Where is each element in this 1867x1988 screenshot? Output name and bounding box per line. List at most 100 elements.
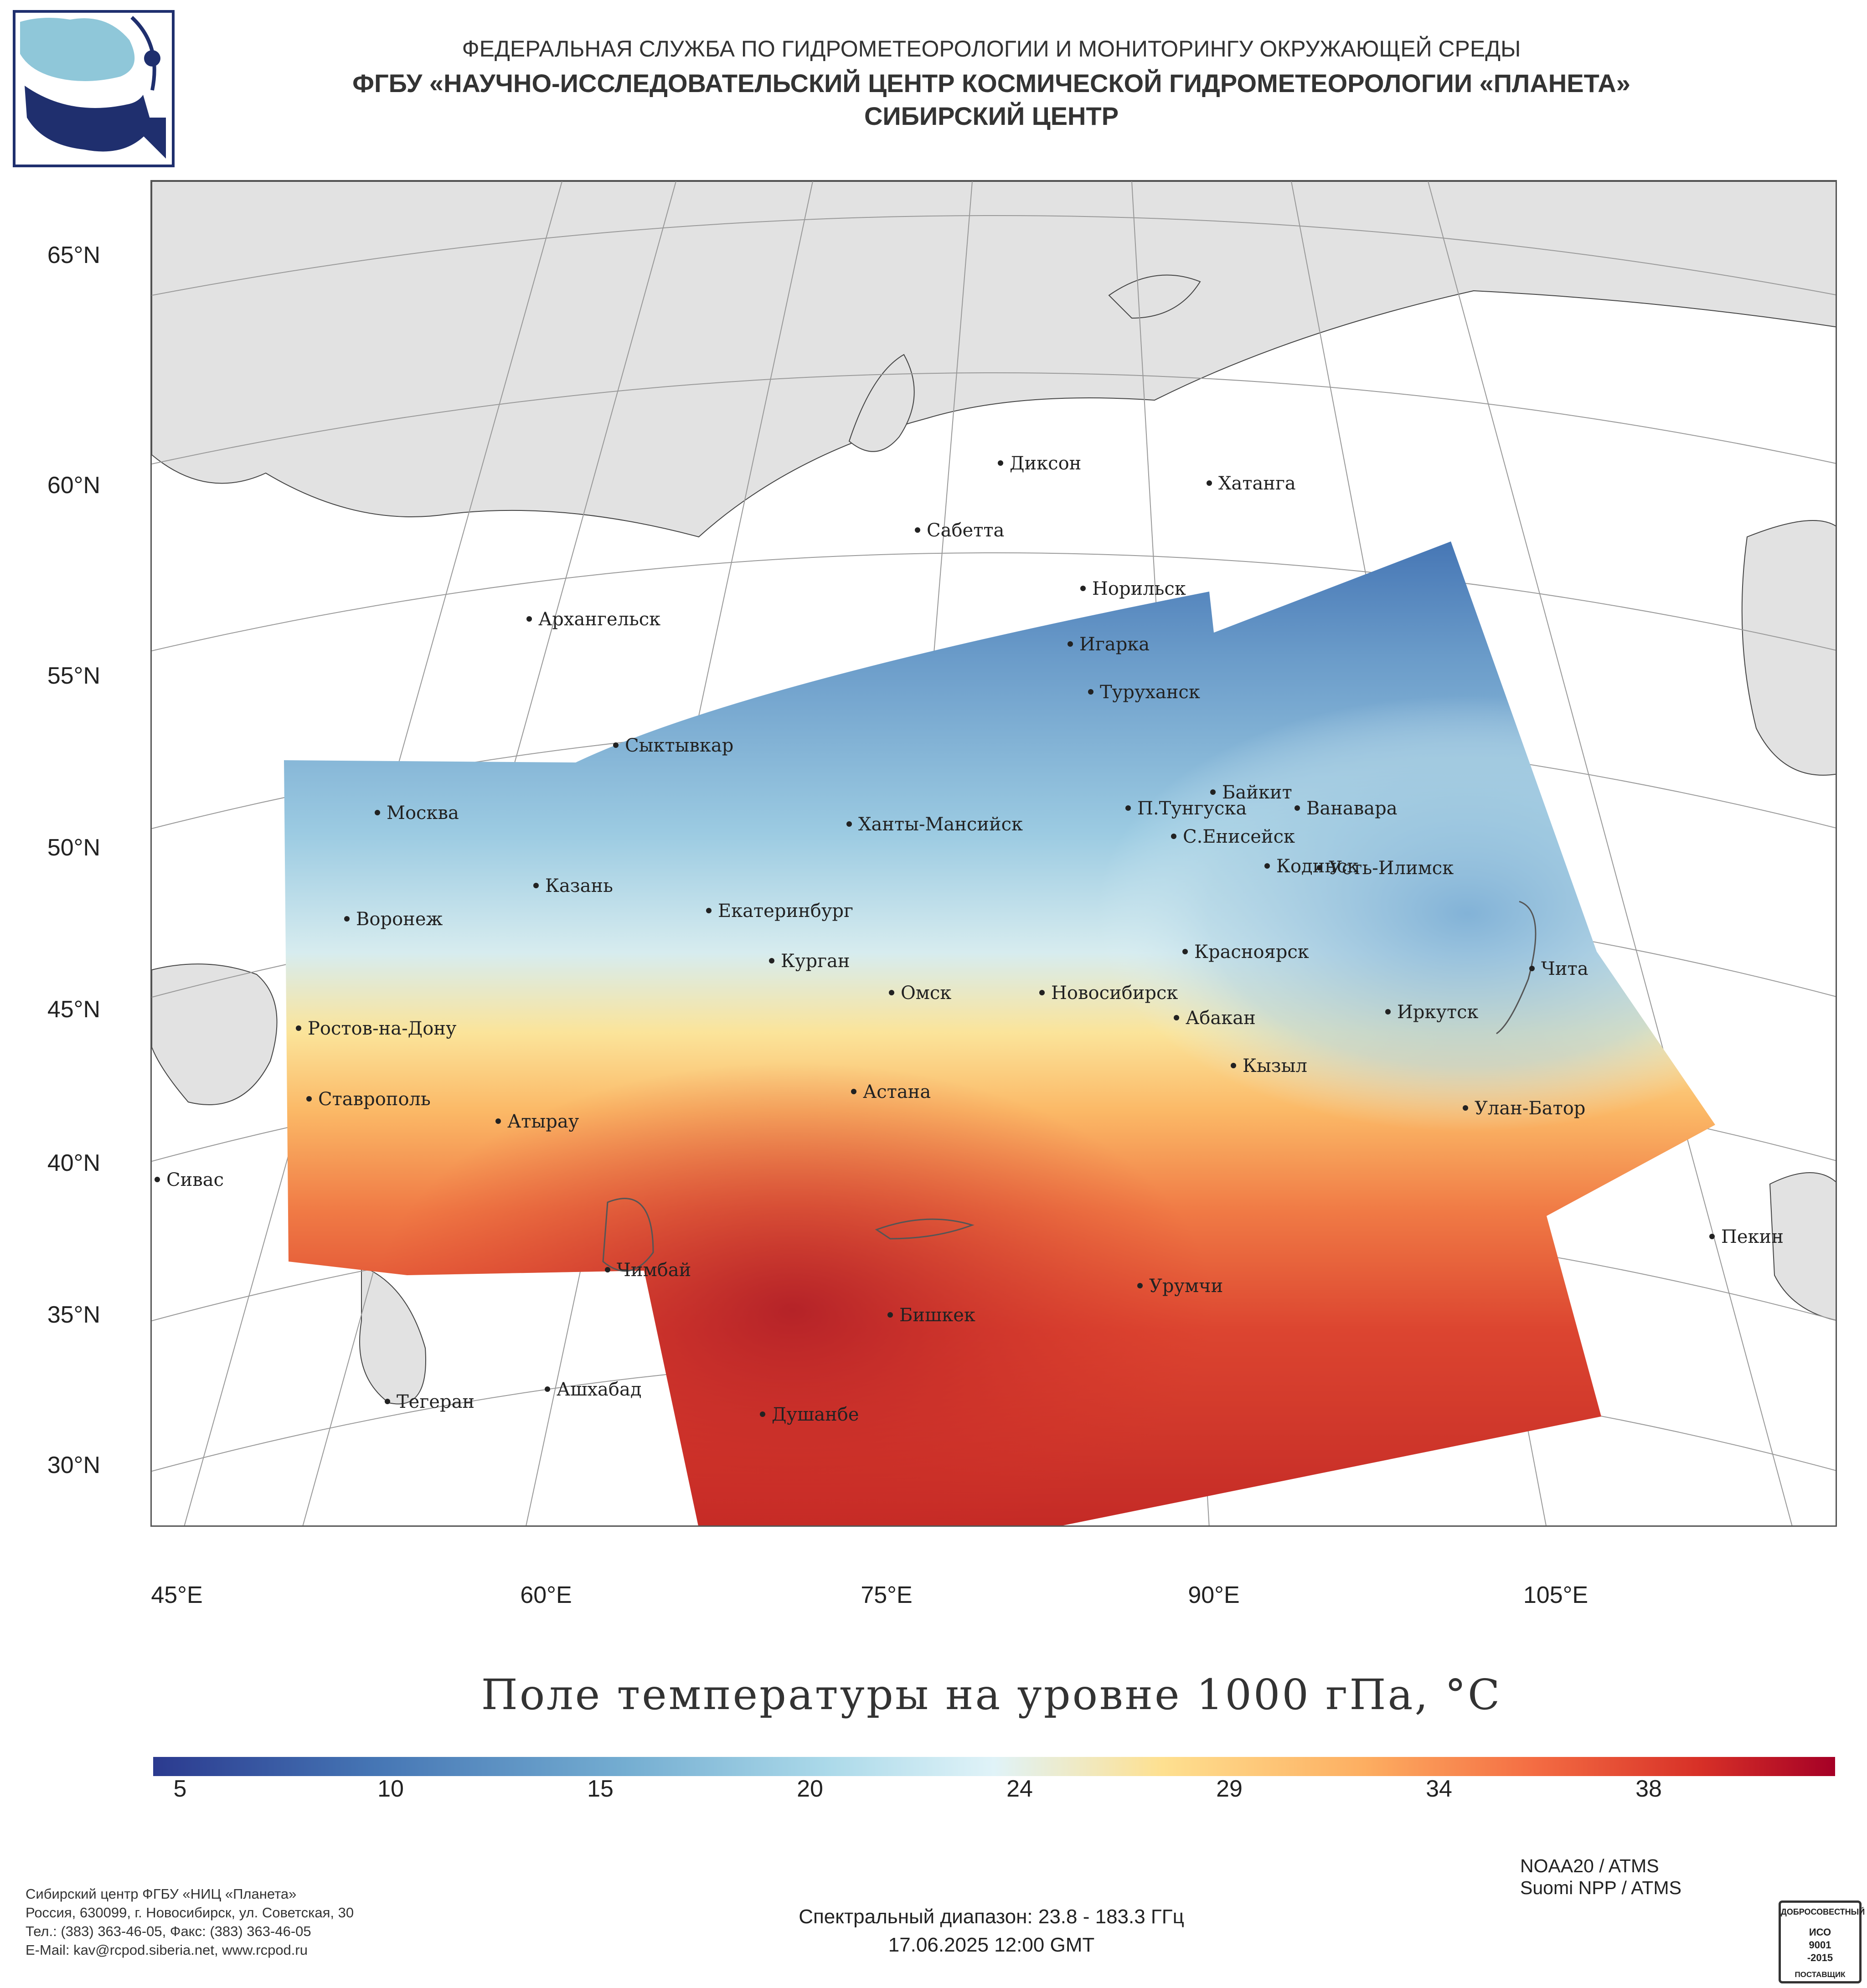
svg-text:Норильск: Норильск xyxy=(1092,578,1186,599)
svg-text:Урумчи: Урумчи xyxy=(1149,1276,1223,1297)
lon-label-90: 90°E xyxy=(1188,1582,1240,1608)
lat-label-35: 35°N xyxy=(47,1302,100,1328)
svg-text:Курган: Курган xyxy=(781,951,850,972)
org-line-2: ФГБУ «НАУЧНО-ИССЛЕДОВАТЕЛЬСКИЙ ЦЕНТР КОС… xyxy=(352,69,1630,98)
svg-text:Ростов-на-Дону: Ростов-на-Дону xyxy=(308,1018,457,1039)
map-title: Поле температуры на уровне 1000 гПа, °C xyxy=(481,1670,1502,1719)
city-ust-ilimsk: Усть-Илимск xyxy=(1317,858,1454,879)
svg-text:Омск: Омск xyxy=(901,983,951,1004)
colorbar-tick-15: 15 xyxy=(587,1776,614,1802)
map-canvas: Диксон Хатанга Сабетта Норильск Архангел… xyxy=(152,181,1836,1525)
sensor-info: NOAA20 / ATMS Suomi NPP / ATMS xyxy=(1520,1855,1681,1899)
city-atyrau: Атырау xyxy=(495,1111,579,1132)
colorbar-tick-34: 34 xyxy=(1426,1776,1452,1802)
colorbar-tick-20: 20 xyxy=(797,1776,823,1802)
city-yekaterinburg: Екатеринбург xyxy=(706,901,853,922)
sensor-2: Suomi NPP / ATMS xyxy=(1520,1877,1681,1898)
city-markers: Диксон Хатанга Сабетта Норильск Архангел… xyxy=(155,453,1784,1425)
city-stavropol: Ставрополь xyxy=(306,1089,431,1110)
colorbar-tick-29: 29 xyxy=(1216,1776,1243,1802)
spectral-range: Спектральный диапазон: 23.8 - 183.3 ГГц xyxy=(799,1906,1184,1928)
svg-text:Красноярск: Красноярск xyxy=(1194,942,1309,963)
contact-email[interactable]: E-Mail: kav@rcpod.siberia.net, www.rcpod… xyxy=(26,1942,308,1958)
svg-text:Чита: Чита xyxy=(1541,958,1588,979)
svg-text:Диксон: Диксон xyxy=(1010,453,1081,474)
svg-text:Тегеран: Тегеран xyxy=(397,1391,474,1412)
org-line-1: ФЕДЕРАЛЬНАЯ СЛУЖБА ПО ГИДРОМЕТЕОРОЛОГИИ … xyxy=(462,36,1521,62)
org-line-3: СИБИРСКИЙ ЦЕНТР xyxy=(864,102,1119,130)
iso-number: 9001 xyxy=(1809,1939,1831,1951)
lat-label-55: 55°N xyxy=(47,663,100,689)
city-khanty-mansiysk: Ханты-Мансийск xyxy=(846,814,1023,835)
svg-text:Сивас: Сивас xyxy=(166,1169,224,1190)
svg-text:Екатеринбург: Екатеринбург xyxy=(718,901,853,922)
city-rostov: Ростов-на-Дону xyxy=(296,1018,457,1039)
iso-label: ИСО xyxy=(1809,1926,1831,1938)
svg-text:Душанбе: Душанбе xyxy=(772,1404,859,1425)
svg-text:Байкит: Байкит xyxy=(1222,782,1292,803)
city-irkutsk: Иркутск xyxy=(1385,1002,1479,1023)
observation-datetime: 17.06.2025 12:00 GMT xyxy=(888,1934,1095,1956)
planeta-logo-icon xyxy=(20,16,166,159)
city-kyzyl: Кызыл xyxy=(1231,1056,1307,1076)
map-area: Диксон Хатанга Сабетта Норильск Архангел… xyxy=(0,180,1867,1666)
city-tehran: Тегеран xyxy=(385,1391,474,1412)
water-outlines xyxy=(602,901,1537,1272)
svg-text:Архангельск: Архангельск xyxy=(538,609,660,630)
land-layer xyxy=(152,181,1836,1405)
svg-text:Кызыл: Кызыл xyxy=(1243,1056,1307,1076)
svg-text:Улан-Батор: Улан-Батор xyxy=(1475,1098,1585,1119)
iso-bottom-text: ПОСТАВЩИК xyxy=(1795,1970,1846,1979)
city-chita: Чита xyxy=(1529,958,1588,979)
city-vanavara: Ванавара xyxy=(1295,798,1398,819)
svg-text:Чимбай: Чимбай xyxy=(617,1260,691,1281)
colorbar xyxy=(153,1757,1835,1776)
svg-text:Новосибирск: Новосибирск xyxy=(1051,983,1178,1004)
city-ulan-bator: Улан-Батор xyxy=(1463,1098,1585,1119)
svg-text:Усть-Илимск: Усть-Илимск xyxy=(1329,858,1454,879)
contact-block: Сибирский центр ФГБУ «НИЦ «Планета» Росс… xyxy=(26,1885,354,1959)
colorbar-tick-24: 24 xyxy=(1006,1776,1033,1802)
lon-label-45: 45°E xyxy=(151,1582,203,1608)
city-moscow: Москва xyxy=(375,803,459,824)
lat-label-40: 40°N xyxy=(47,1150,100,1176)
sensor-1: NOAA20 / ATMS xyxy=(1520,1855,1659,1876)
svg-text:Сыктывкар: Сыктывкар xyxy=(625,735,733,756)
svg-text:Пекин: Пекин xyxy=(1721,1226,1784,1247)
city-igarka: Игарка xyxy=(1068,634,1150,655)
svg-text:Хатанга: Хатанга xyxy=(1218,473,1296,494)
planeta-logo xyxy=(13,10,175,167)
svg-text:Воронеж: Воронеж xyxy=(356,909,443,930)
svg-text:Казань: Казань xyxy=(545,876,613,896)
city-kazan: Казань xyxy=(533,876,613,896)
city-baikit: Байкит xyxy=(1210,782,1292,803)
svg-text:Ставрополь: Ставрополь xyxy=(318,1089,431,1110)
lon-label-105: 105°E xyxy=(1523,1582,1588,1608)
colorbar-tick-10: 10 xyxy=(377,1776,404,1802)
svg-text:Абакан: Абакан xyxy=(1186,1008,1256,1029)
city-sabetta: Сабетта xyxy=(915,520,1004,541)
colorbar-tick-38: 38 xyxy=(1635,1776,1662,1802)
svg-text:Ванавара: Ванавара xyxy=(1306,798,1398,819)
colorbar-tick-5: 5 xyxy=(173,1776,187,1802)
city-khatanga: Хатанга xyxy=(1207,473,1296,494)
lon-label-75: 75°E xyxy=(861,1582,913,1608)
map-frame[interactable]: Диксон Хатанга Сабетта Норильск Архангел… xyxy=(150,180,1837,1527)
acquisition-info: Спектральный диапазон: 23.8 - 183.3 ГГц … xyxy=(0,1903,1867,1959)
city-kurgan: Курган xyxy=(769,951,850,972)
city-norilsk: Норильск xyxy=(1080,578,1186,599)
header: ФЕДЕРАЛЬНАЯ СЛУЖБА ПО ГИДРОМЕТЕОРОЛОГИИ … xyxy=(0,0,1867,173)
city-abakan: Абакан xyxy=(1174,1008,1256,1029)
city-p-tunguska: П.Тунгуска xyxy=(1125,798,1247,819)
city-novosibirsk: Новосибирск xyxy=(1039,983,1178,1004)
city-bishkek: Бишкек xyxy=(887,1305,975,1326)
city-urumqi: Урумчи xyxy=(1137,1276,1223,1297)
city-arkhangelsk: Архангельск xyxy=(526,609,660,630)
svg-text:Туруханск: Туруханск xyxy=(1100,682,1200,703)
svg-text:Москва: Москва xyxy=(387,803,459,824)
lat-label-50: 50°N xyxy=(47,834,100,861)
contact-phones: Тел.: (383) 363-46-05, Факс: (383) 363-4… xyxy=(26,1923,311,1939)
city-astana: Астана xyxy=(851,1082,931,1102)
city-beijing: Пекин xyxy=(1709,1226,1784,1247)
contact-address: Россия, 630099, г. Новосибирск, ул. Сове… xyxy=(26,1905,354,1921)
